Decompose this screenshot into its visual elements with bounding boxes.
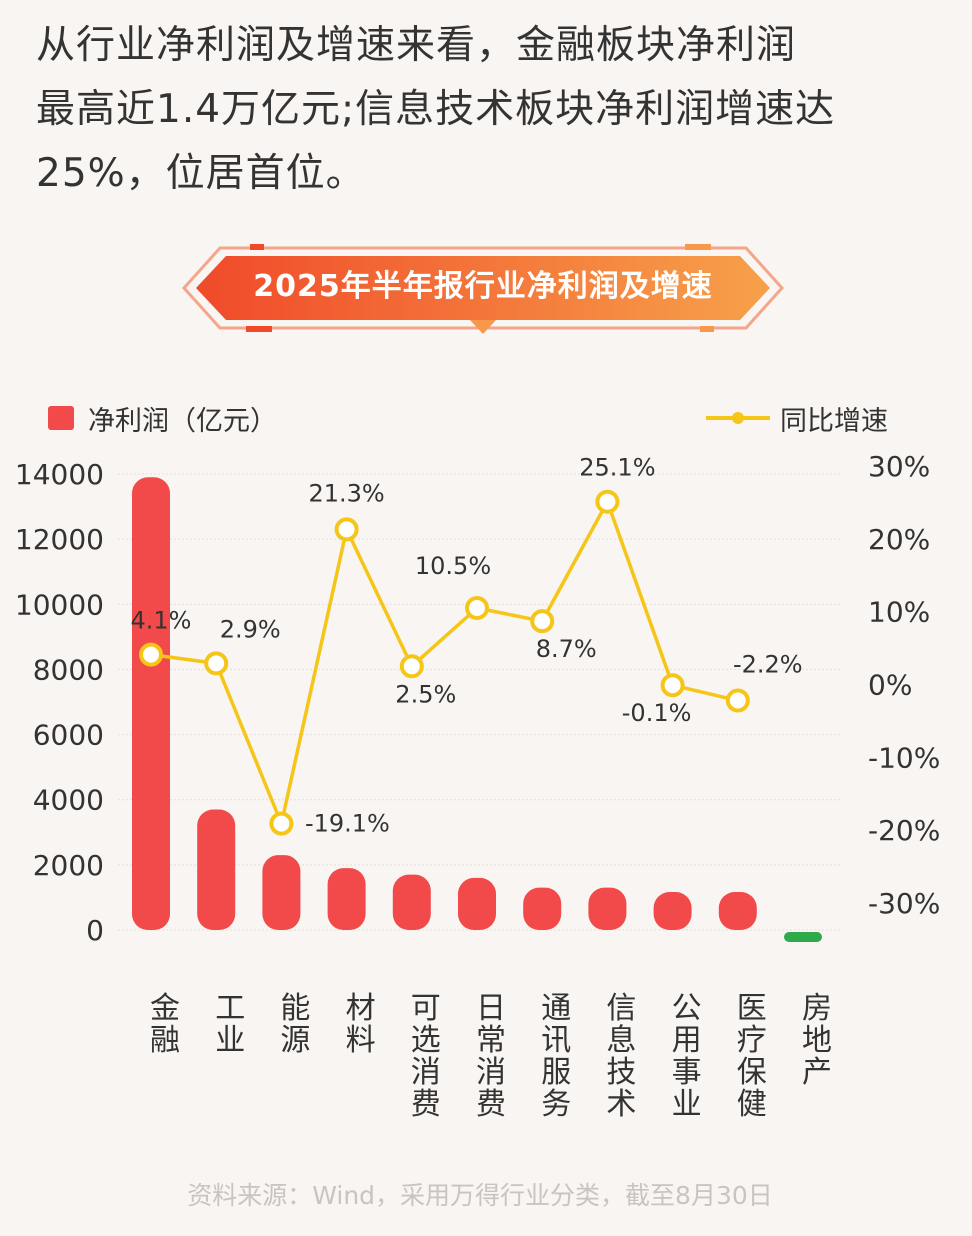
growth-label: 25.1%	[579, 454, 655, 482]
category-label: 息	[606, 1023, 636, 1058]
right-tick-label: -30%	[868, 887, 940, 920]
growth-point	[269, 811, 294, 836]
left-tick-label: 10000	[15, 588, 104, 621]
growth-label: -2.2%	[733, 651, 803, 679]
category-label: 选	[411, 1023, 441, 1058]
left-tick-label: 14000	[15, 458, 104, 491]
growth-label: 8.7%	[536, 635, 597, 663]
banner-shape	[181, 244, 785, 334]
growth-point	[204, 651, 229, 676]
category-label: 房	[802, 991, 832, 1026]
category-label: 业	[215, 1023, 245, 1058]
headline-line-3: 25%，位居首位。	[36, 151, 366, 196]
bar	[523, 887, 562, 930]
category-label: 金	[150, 991, 180, 1026]
category-label: 常	[476, 1023, 506, 1058]
right-tick-label: 30%	[868, 450, 930, 483]
right-tick-label: -20%	[868, 814, 940, 847]
growth-label: 2.9%	[220, 615, 281, 643]
legend-bar: 净利润（亿元）	[48, 398, 277, 438]
category-label: 日	[476, 991, 506, 1026]
category-label: 公	[672, 991, 702, 1026]
growth-label: 21.3%	[308, 479, 384, 507]
category-label: 健	[737, 1087, 767, 1122]
category-label: 保	[737, 1055, 767, 1090]
legend-bar-swatch	[48, 406, 74, 430]
legend-line-swatch	[706, 412, 770, 424]
category-label: 可	[411, 991, 441, 1026]
growth-label: -19.1%	[305, 810, 390, 838]
bar	[327, 868, 366, 930]
left-tick-label: 8000	[33, 653, 104, 686]
chart-title-banner: 2025年半年报行业净利润及增速	[180, 240, 786, 340]
left-tick-label: 2000	[33, 849, 104, 882]
growth-point	[530, 609, 555, 634]
category-label: 疗	[737, 1023, 767, 1058]
bar	[784, 932, 822, 942]
left-tick-label: 4000	[33, 784, 104, 817]
category-label: 医	[737, 991, 767, 1026]
right-tick-label: 10%	[868, 596, 930, 629]
category-label: 技	[606, 1055, 636, 1090]
category-label: 地	[802, 1023, 832, 1058]
category-label: 费	[476, 1087, 506, 1122]
headline: 从行业净利润及增速来看，金融板块净利润 最高近1.4万亿元;信息技术板块净利润增…	[36, 14, 936, 206]
bar	[132, 477, 170, 930]
right-tick-label: -10%	[868, 741, 940, 774]
legend-bar-label: 净利润（亿元）	[88, 405, 277, 437]
growth-point	[595, 489, 620, 514]
right-tick-label: 0%	[868, 669, 912, 702]
headline-line-2: 最高近1.4万亿元;信息技术板块净利润增速达	[36, 87, 836, 132]
category-label: 工	[215, 991, 245, 1026]
banner-title: 2025年半年报行业净利润及增速	[253, 269, 713, 304]
headline-line-1: 从行业净利润及增速来看，金融板块净利润	[36, 23, 797, 68]
category-label: 消	[476, 1055, 506, 1090]
category-label: 务	[541, 1087, 571, 1122]
legend-line-label: 同比增速	[780, 405, 888, 437]
bar	[458, 877, 496, 930]
category-label: 能	[280, 991, 310, 1026]
left-tick-label: 0	[86, 914, 104, 947]
growth-label: -0.1%	[622, 699, 692, 727]
growth-label: 10.5%	[415, 552, 491, 580]
category-label: 信	[606, 991, 636, 1026]
growth-point	[139, 642, 163, 667]
bar	[588, 887, 627, 930]
category-label: 费	[411, 1087, 441, 1122]
growth-point	[660, 673, 685, 698]
category-label: 事	[672, 1055, 702, 1090]
category-label: 源	[280, 1023, 310, 1058]
growth-point	[725, 688, 750, 713]
category-label: 术	[606, 1087, 636, 1122]
growth-line	[150, 499, 739, 826]
legend-line: 同比增速	[706, 398, 888, 438]
growth-label: 2.5%	[395, 680, 456, 708]
category-label: 料	[346, 1023, 376, 1058]
bar	[718, 892, 757, 930]
growth-point	[334, 517, 359, 542]
category-label: 讯	[541, 1023, 571, 1058]
growth-point	[399, 654, 424, 679]
category-label: 服	[541, 1055, 571, 1090]
source-note: 资料来源：Wind，采用万得行业分类，截至8月30日	[187, 1181, 773, 1210]
category-label: 材	[346, 991, 376, 1026]
left-tick-label: 12000	[15, 523, 104, 556]
category-label: 用	[672, 1023, 702, 1058]
category-label: 通	[541, 991, 571, 1026]
growth-label: 4.1%	[131, 607, 192, 635]
bar	[392, 874, 431, 930]
category-label: 融	[150, 1023, 180, 1058]
right-tick-label: 20%	[868, 523, 930, 556]
left-tick-label: 6000	[33, 719, 104, 752]
bar	[653, 892, 692, 930]
category-label: 消	[411, 1055, 441, 1090]
growth-point	[465, 596, 489, 621]
category-label: 业	[672, 1087, 702, 1122]
bar	[197, 809, 236, 930]
category-label: 产	[802, 1055, 832, 1090]
bar	[262, 855, 301, 930]
